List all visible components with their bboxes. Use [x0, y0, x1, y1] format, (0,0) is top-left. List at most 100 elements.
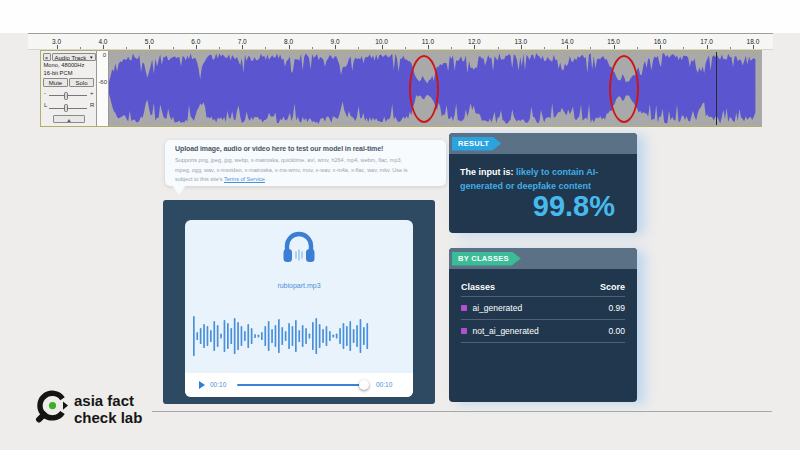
ruler-minor-tick: [312, 47, 313, 49]
ruler-tick: [196, 45, 197, 49]
track-collapse-button[interactable]: [53, 115, 85, 123]
ruler-minor-tick: [730, 47, 731, 49]
pan-right-label: R: [90, 102, 94, 108]
player-controls-bar: 00:10 00:10: [185, 373, 413, 397]
solo-button[interactable]: Solo: [69, 78, 94, 87]
progress-bar[interactable]: [237, 384, 367, 386]
ruler-label: 12.0: [468, 38, 481, 45]
play-icon[interactable]: [199, 381, 205, 389]
ruler-tick: [428, 45, 429, 49]
upload-hint-box: Upload image, audio or video here to tes…: [165, 140, 446, 186]
ruler-tick: [753, 45, 754, 49]
classes-panel-header: BY CLASSES: [449, 248, 637, 269]
col-classes: Classes: [461, 282, 495, 292]
ruler-tick: [707, 45, 708, 49]
ruler-label: 18.0: [747, 38, 760, 45]
classes-table-row: ai_generated0.99: [461, 297, 625, 320]
classes-table-header: ClassesScore: [461, 279, 625, 297]
playback-cursor: [716, 52, 717, 125]
ruler-minor-tick: [265, 47, 266, 49]
ruler-tick: [614, 45, 615, 49]
scale-60-label: -60: [98, 79, 107, 85]
ruler-label: 7.0: [238, 38, 247, 45]
ruler-minor-tick: [405, 47, 406, 49]
classes-table: ClassesScoreai_generated0.99not_ai_gener…: [461, 279, 625, 343]
audio-waveform-bars: [192, 304, 406, 368]
ruler-minor-tick: [451, 47, 452, 49]
vertical-scale-ruler: 0 -60: [97, 51, 109, 126]
time-elapsed: 00:10: [210, 381, 226, 388]
ruler-minor-tick: [80, 47, 81, 49]
ruler-label: 9.0: [331, 38, 340, 45]
ruler-tick: [242, 45, 243, 49]
ruler-minor-tick: [173, 47, 174, 49]
ruler-tick: [474, 45, 475, 49]
top-white-band: [0, 0, 800, 33]
result-panel: RESULT The input is: likely to contain A…: [449, 133, 637, 233]
ruler-minor-tick: [590, 47, 591, 49]
ruler-label: 3.0: [52, 38, 61, 45]
collapse-arrow-icon: [67, 119, 71, 122]
ruler-minor-tick: [683, 47, 684, 49]
track-close-button[interactable]: ×: [43, 53, 51, 61]
asia-fact-check-lab-logo: asia fact check lab: [35, 389, 205, 437]
audacity-track: × ▼Audio Track Mono, 48000Hz 16-bit PCM …: [40, 50, 762, 127]
pan-slider-track: [49, 108, 87, 109]
classes-table-row: not_ai_generated0.00: [461, 320, 625, 343]
ruler-label: 13.0: [514, 38, 527, 45]
track-name-dropdown[interactable]: ▼Audio Track: [52, 53, 96, 61]
ruler-tick: [567, 45, 568, 49]
upload-title: Upload image, audio or video here to tes…: [175, 145, 383, 152]
ruler-label: 15.0: [607, 38, 620, 45]
ruler-label: 17.0: [700, 38, 713, 45]
mute-button[interactable]: Mute: [43, 78, 68, 87]
result-text: The input is: likely to contain AI-gener…: [460, 165, 612, 193]
time-total: 00:10: [376, 381, 392, 388]
scale-0-label: 0: [103, 52, 106, 58]
ruler-minor-tick: [637, 47, 638, 49]
ruler-minor-tick: [358, 47, 359, 49]
ruler-tick: [660, 45, 661, 49]
red-circle-annotation: [409, 55, 439, 123]
terms-of-service-link[interactable]: Terms of Service: [224, 176, 265, 182]
pan-slider-thumb[interactable]: [64, 104, 68, 112]
ruler-tick: [289, 45, 290, 49]
ruler-minor-tick: [498, 47, 499, 49]
upload-box-tail: [172, 185, 186, 195]
ruler-label: 5.0: [145, 38, 154, 45]
ruler-tick: [521, 45, 522, 49]
track-format-info: Mono, 48000Hz: [44, 62, 85, 68]
ruler-minor-tick: [219, 47, 220, 49]
track-bitdepth-info: 16-bit PCM: [44, 70, 73, 76]
ruler-tick: [149, 45, 150, 49]
bottom-divider-line: [152, 411, 772, 412]
result-percent: 99.8%: [533, 190, 615, 223]
class-label: ai_generated: [473, 303, 523, 313]
ruler-label: 10.0: [375, 38, 388, 45]
gain-slider-track: [49, 95, 87, 96]
class-color-swatch: [461, 328, 467, 334]
audio-filename: rubiopart.mp3: [185, 282, 413, 289]
audacity-timeline-ruler[interactable]: 3.04.05.06.07.08.09.010.011.012.013.014.…: [28, 34, 773, 50]
headphones-icon: [282, 230, 316, 266]
ruler-label: 11.0: [422, 38, 434, 45]
ruler-label: 4.0: [98, 38, 107, 45]
ruler-tick: [335, 45, 336, 49]
ruler-minor-tick: [544, 47, 545, 49]
gain-minus-label: -: [44, 90, 46, 96]
logo-text: asia fact check lab: [74, 392, 142, 426]
classes-badge: BY CLASSES: [452, 252, 521, 266]
pan-left-label: L: [44, 102, 47, 108]
progress-knob[interactable]: [359, 380, 369, 390]
audio-player-inner: rubiopart.mp3 00:10 00:10: [185, 220, 413, 397]
red-circle-annotation: [609, 55, 639, 123]
result-badge: RESULT: [452, 137, 501, 151]
ruler-tick: [57, 45, 58, 49]
class-color-swatch: [461, 305, 467, 311]
ruler-label: 6.0: [191, 38, 200, 45]
ruler-minor-tick: [126, 47, 127, 49]
audio-player-card: rubiopart.mp3 00:10 00:10: [163, 200, 435, 404]
class-label: not_ai_generated: [473, 326, 539, 336]
gain-slider-thumb[interactable]: [64, 92, 68, 100]
ruler-label: 16.0: [654, 38, 667, 45]
